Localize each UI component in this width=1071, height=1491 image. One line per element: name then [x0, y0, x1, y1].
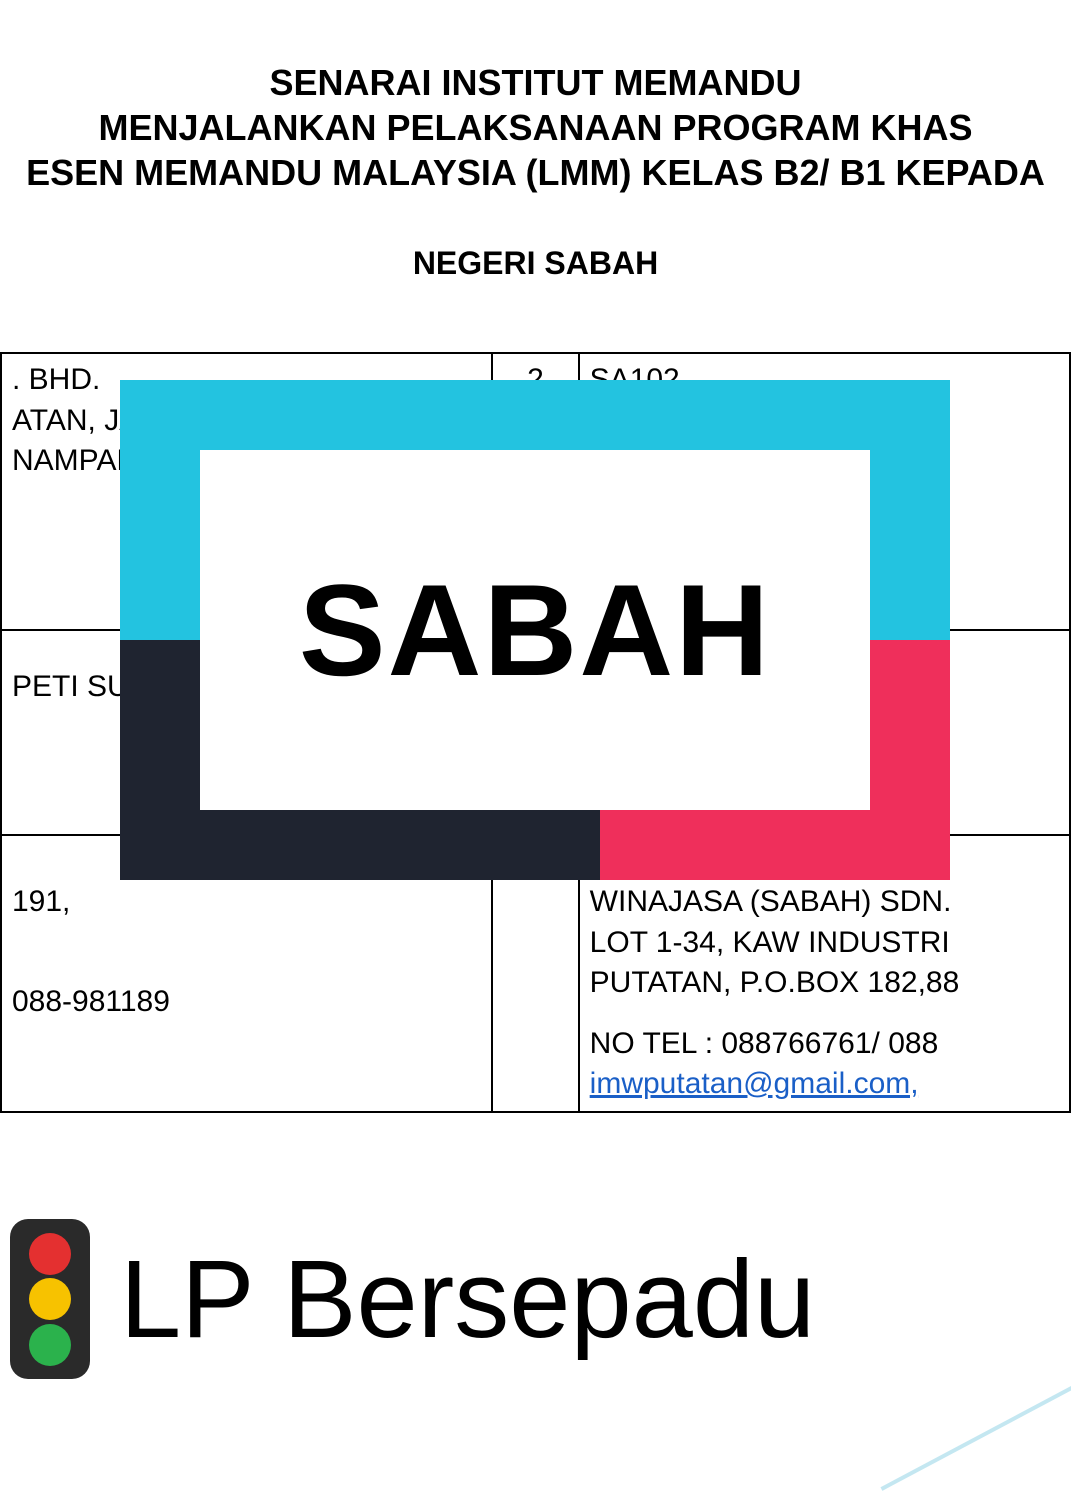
traffic-light-icon [10, 1219, 90, 1379]
cell-line: LOT 1-34, KAW INDUSTRI [590, 923, 1059, 964]
cell-tel: NO TEL : 088766761/ 088 [590, 1024, 1059, 1065]
header-line-3: ESEN MEMANDU MALAYSIA (LMM) KELAS B2/ B1… [0, 150, 1071, 195]
cell-line: 191, [12, 882, 481, 923]
yellow-light-icon [29, 1278, 71, 1320]
cell-line: WINAJASA (SABAH) SDN. [590, 882, 1059, 923]
overlay-text: SABAH [299, 555, 771, 705]
footer: LP Bersepadu [0, 1219, 1071, 1379]
green-light-icon [29, 1324, 71, 1366]
cell-line: PUTATAN, P.O.BOX 182,88 [590, 963, 1059, 1004]
header-line-2: MENJALANKAN PELAKSANAAN PROGRAM KHAS [0, 105, 1071, 150]
red-light-icon [29, 1233, 71, 1275]
watermark-overlay: SABAH [120, 380, 950, 880]
cell-tel: 088-981189 [12, 982, 481, 1023]
overlay-inner: SABAH [200, 450, 870, 810]
header-line-1: SENARAI INSTITUT MEMANDU [0, 60, 1071, 105]
diagonal-line [880, 1365, 1071, 1491]
cell-email[interactable]: imwputatan@gmail.com, [590, 1067, 919, 1100]
footer-title: LP Bersepadu [120, 1236, 815, 1363]
document-header: SENARAI INSTITUT MEMANDU MENJALANKAN PEL… [0, 0, 1071, 195]
subheader-state: NEGERI SABAH [0, 245, 1071, 282]
